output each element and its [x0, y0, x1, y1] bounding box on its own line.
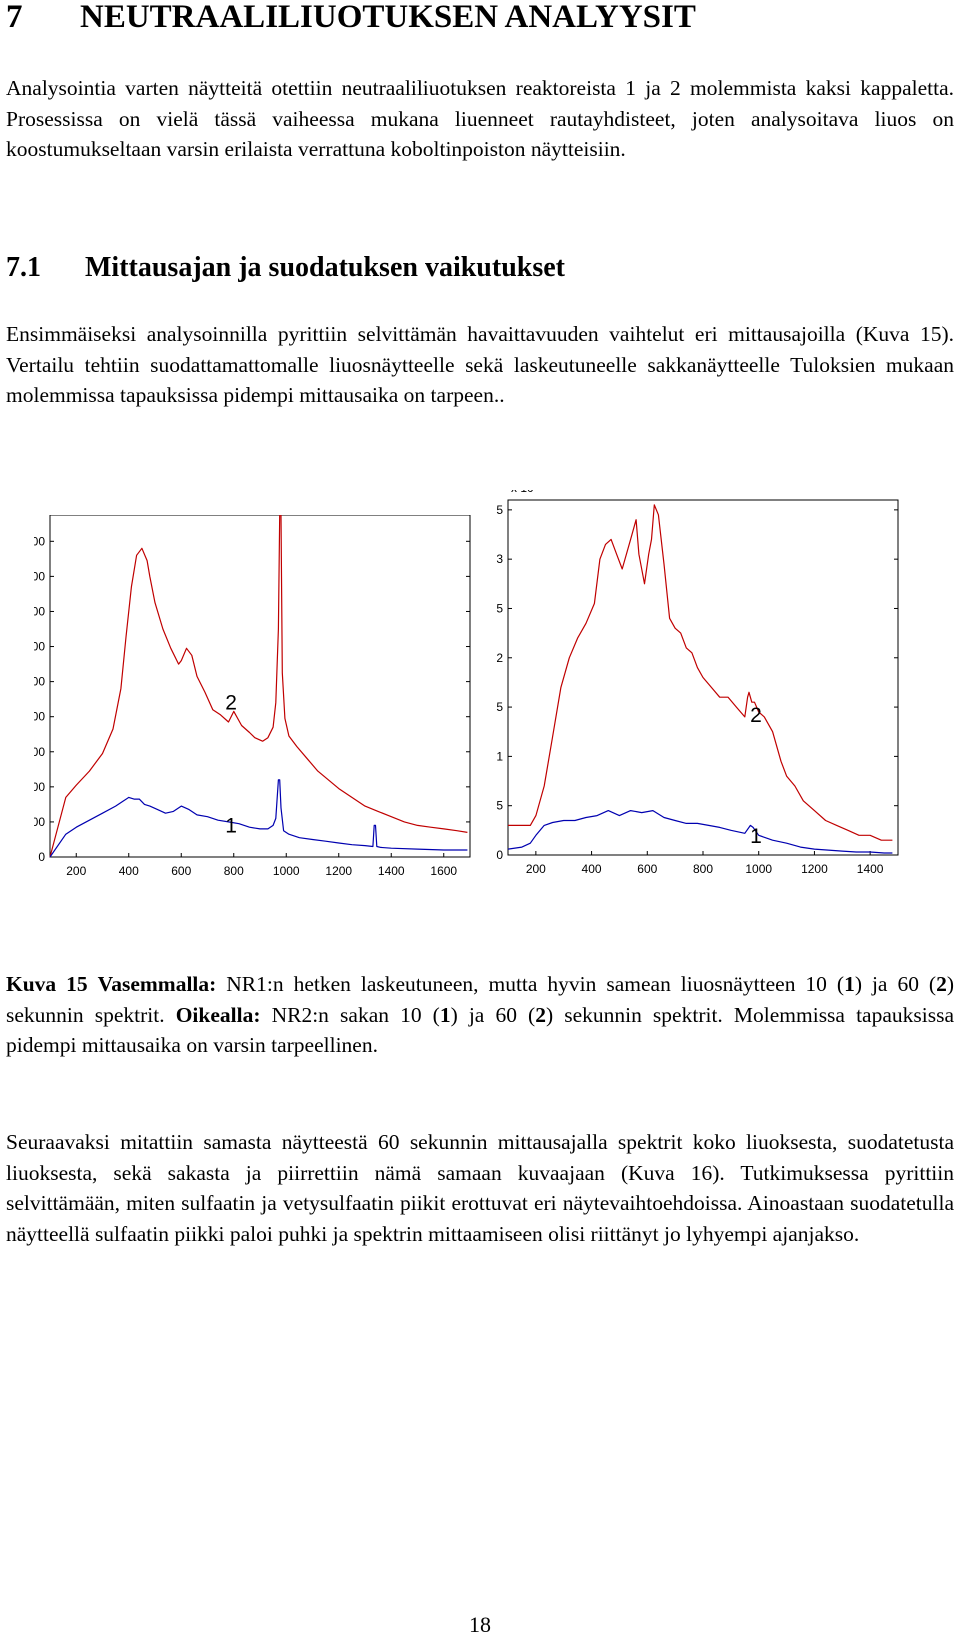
subsection-heading: 7.1 Mittausajan ja suodatuksen vaikutukse… [6, 252, 565, 284]
section-number: 7 [6, 0, 23, 35]
after-paragraph: Seuraavaksi mitattiin samasta näytteestä… [6, 1130, 954, 1246]
y-tick-label: 3 [496, 552, 503, 566]
section-heading: 7 NEUTRAALILIUOTUKSEN ANALYYSIT [6, 0, 696, 34]
series-line-60s [49, 514, 468, 858]
caption-left-text-1: NR1:n hetken laskeutuneen, mutta hyvin s… [216, 972, 845, 996]
y-tick-label: 3.5 [496, 503, 503, 517]
figure-left-spectrum: 2004006008001000120014001600020004000600… [12, 514, 490, 905]
caption-right-text-1: NR2:n sakan 10 ( [260, 1002, 440, 1027]
series-annotation-label: 1 [225, 814, 237, 837]
series-annotation-label: 2 [750, 704, 762, 727]
series-line-10s [507, 810, 893, 854]
y-tick-label: 2 [496, 651, 503, 665]
subsection-title: Mittausajan ja suodatuksen vaikutukset [85, 252, 565, 283]
y-tick-label: 2000 [34, 815, 45, 829]
x-tick-label: 1200 [801, 862, 828, 876]
x-tick-label: 200 [66, 864, 86, 878]
caption-right-text-3: ) sekunnin spektrit. Molemmissa tapauksi… [6, 1002, 954, 1058]
x-tick-label: 1400 [857, 862, 884, 876]
y-tick-label: 10000 [34, 675, 45, 689]
series-line-60s [508, 504, 893, 841]
right-spectrum-chart: 200 400 600 800 1000 1200 1400 0 0.5 1 1.5 2 2.5 3 3.5… [486, 477, 899, 876]
caption-left-text-3: ) sekunnin spektrit. [6, 972, 955, 1027]
x-tick-label: 800 [224, 864, 244, 878]
intro-paragraph: Analysointia varten näytteitä otettiin n… [6, 76, 954, 162]
caption-label: Kuva 15 [6, 972, 88, 996]
caption-left-n2: 2 [936, 972, 947, 996]
y-tick-label: 1.5 [496, 700, 503, 714]
y-tick-label: 12000 [34, 640, 45, 654]
x-tick-label: 600 [171, 864, 191, 878]
y-tick-label: 0 [38, 850, 45, 864]
x-tick-label: 1600 [430, 864, 457, 878]
caption-right-text-2: ) ja 60 ( [450, 1002, 536, 1027]
y-tick-label: 18000 [34, 534, 45, 548]
y-tick-label: 8000 [34, 710, 45, 724]
figure-caption: Kuva 15 Vasemmalla: NR1:n hetken laskeut… [6, 969, 954, 1061]
x-tick-label: 800 [693, 862, 713, 876]
subsection-paragraph: Ensimmäiseksi analysoinnilla pyrittiin s… [6, 322, 954, 408]
x-tick-label: 400 [119, 864, 139, 878]
series-line-10s [49, 779, 468, 858]
caption-left-label: Vasemmalla: [97, 972, 217, 996]
figure-right-spectrum: 200 400 600 800 1000 1200 1400 0 0.5 1 1.5 2 2.5 3 3.5… [486, 477, 936, 908]
y-tick-label: 2.5 [496, 601, 503, 615]
series-annotation-label: 1 [750, 825, 762, 848]
x-tick-label: 200 [526, 862, 546, 876]
caption-left-text-2: ) ja 60 ( [854, 972, 937, 996]
plot-frame [49, 514, 471, 858]
subsection-number: 7.1 [6, 252, 41, 283]
page-number: 18 [469, 1612, 491, 1637]
left-spectrum-chart: 2004006008001000120014001600020004000600… [12, 514, 471, 878]
y-tick-label: 0 [496, 848, 503, 862]
caption-left-n1: 1 [844, 972, 855, 996]
x-tick-label: 1000 [745, 862, 772, 876]
axis-multiplier: x 10 [511, 490, 534, 495]
caption-right-n1: 1 [439, 1002, 451, 1027]
series-annotation-label: 2 [225, 692, 237, 715]
section-title: NEUTRAALILIUOTUKSEN ANALYYSIT [80, 0, 696, 35]
x-tick-label: 1400 [378, 864, 405, 878]
y-tick-label: 1 [496, 749, 503, 763]
x-tick-label: 400 [582, 862, 602, 876]
x-tick-label: 1000 [273, 864, 300, 878]
x-tick-label: 600 [637, 862, 657, 876]
y-tick-label: 0.5 [496, 799, 503, 813]
caption-right-n2: 2 [535, 1002, 546, 1027]
caption-right-label: Oikealla: [175, 1002, 261, 1027]
x-tick-label: 1200 [325, 864, 352, 878]
